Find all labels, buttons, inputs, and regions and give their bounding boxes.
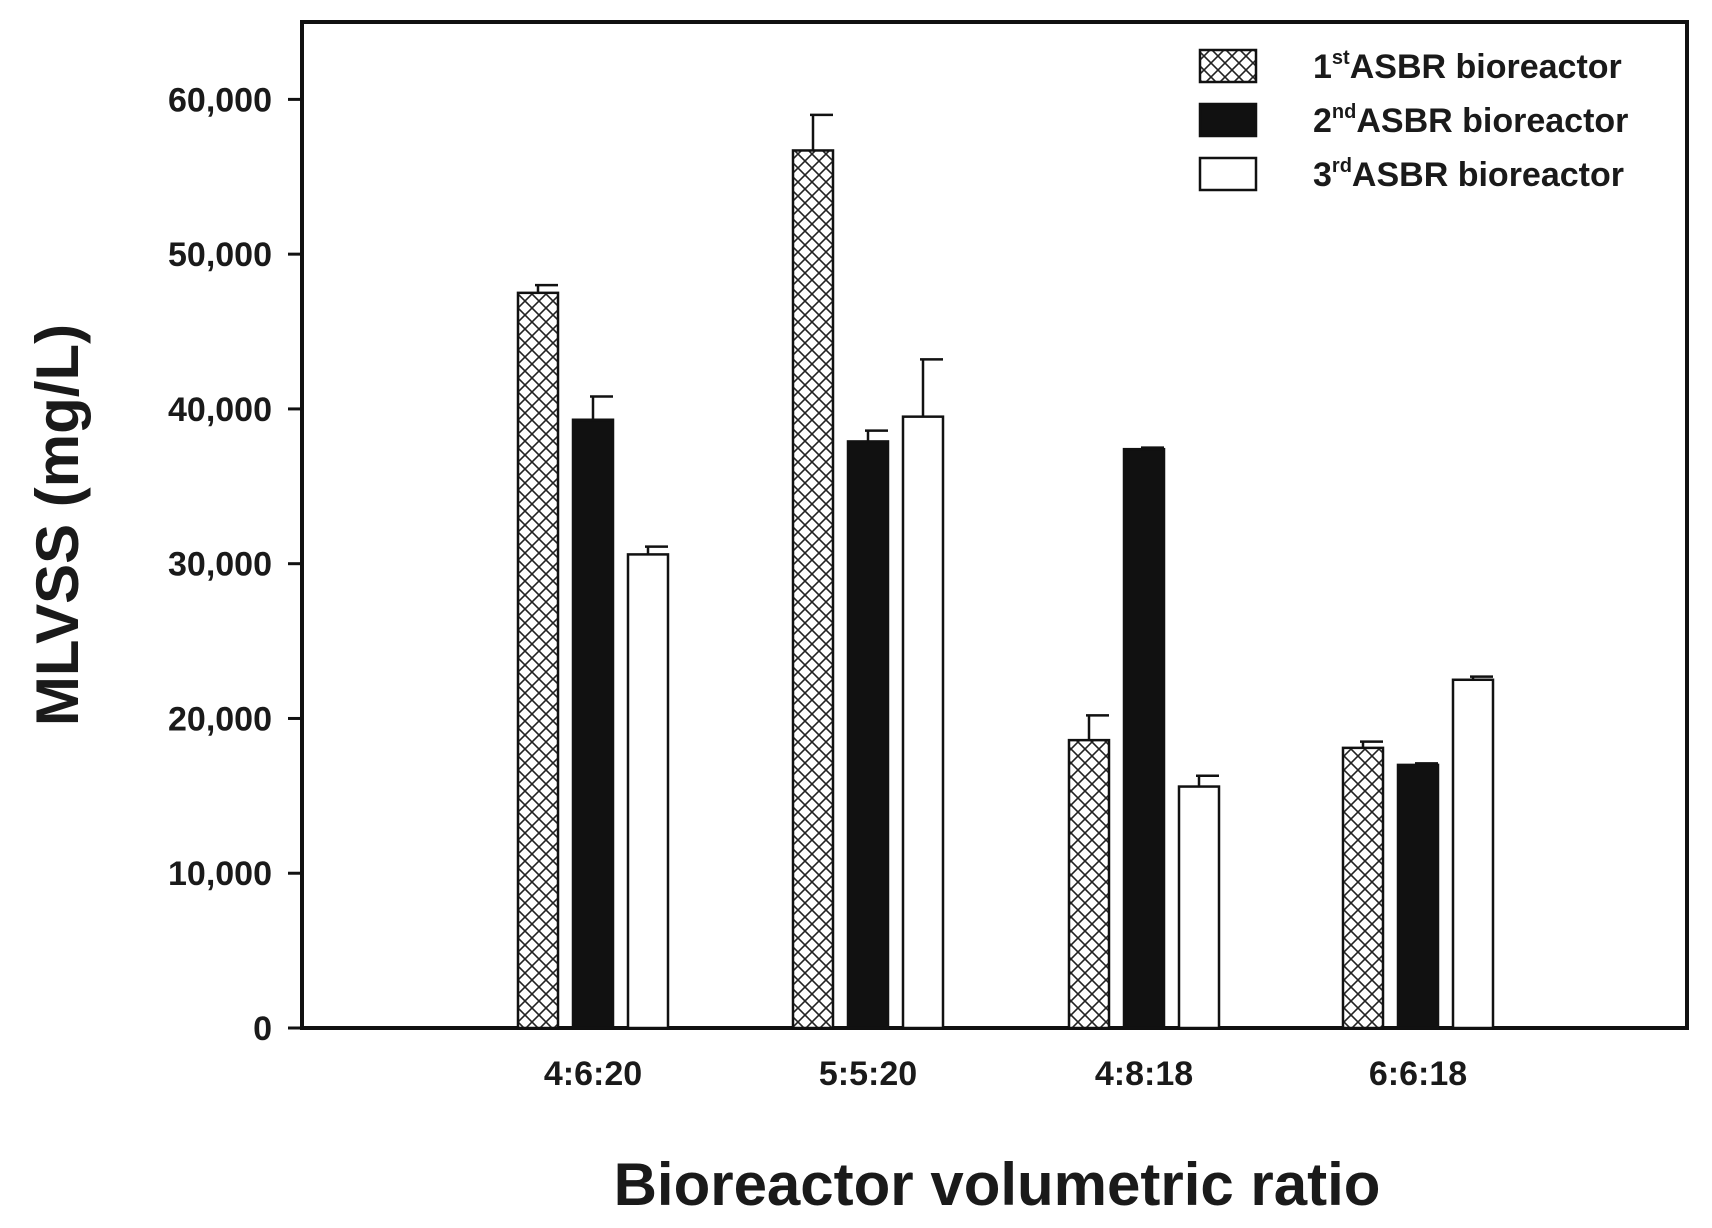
y-tick-label: 40,000 — [168, 391, 272, 429]
legend-swatch — [1198, 102, 1258, 138]
bar — [1122, 447, 1166, 1030]
y-tick-label: 0 — [253, 1010, 272, 1048]
legend-swatch — [1198, 156, 1258, 192]
legend-label: 2ndASBR bioreactor — [1313, 101, 1628, 140]
legend-label: 1stASBR bioreactor — [1313, 47, 1622, 86]
x-axis-title: Bioreactor volumetric ratio — [614, 1151, 1381, 1218]
y-tick-label: 30,000 — [168, 546, 272, 584]
x-tick-label: 6:6:18 — [1369, 1055, 1467, 1093]
y-tick-label: 60,000 — [168, 81, 272, 119]
y-axis-title: MLVSS (mg/L) — [24, 324, 91, 726]
x-tick-label: 4:6:20 — [544, 1055, 642, 1093]
plot-area-frame — [300, 20, 1689, 1030]
x-axis: 4:6:20 5:5:20 4:8:18 6:6:18 — [544, 1055, 1467, 1093]
bar — [571, 418, 615, 1030]
bars-group — [516, 113, 1495, 1030]
y-tick-label: 10,000 — [168, 855, 272, 893]
bar — [901, 415, 945, 1030]
y-tick-label: 50,000 — [168, 236, 272, 274]
bar — [846, 440, 890, 1030]
bar — [1396, 763, 1440, 1030]
x-tick-label: 4:8:18 — [1095, 1055, 1193, 1093]
y-tick-label: 20,000 — [168, 700, 272, 738]
legend: 1stASBR bioreactor 2ndASBR bioreactor 3rdA… — [1198, 47, 1628, 194]
bar — [516, 291, 560, 1030]
x-tick-label: 5:5:20 — [819, 1055, 917, 1093]
bar — [1341, 746, 1385, 1030]
bar — [791, 149, 835, 1030]
legend-swatch — [1198, 48, 1258, 84]
bar — [1067, 738, 1111, 1030]
bar — [1451, 678, 1495, 1030]
bar — [626, 553, 670, 1030]
legend-label: 3rdASBR bioreactor — [1313, 155, 1624, 194]
y-axis: 0 10,000 20,000 30,000 40,000 50,000 60,000 — [168, 81, 302, 1048]
bar — [1177, 785, 1221, 1030]
